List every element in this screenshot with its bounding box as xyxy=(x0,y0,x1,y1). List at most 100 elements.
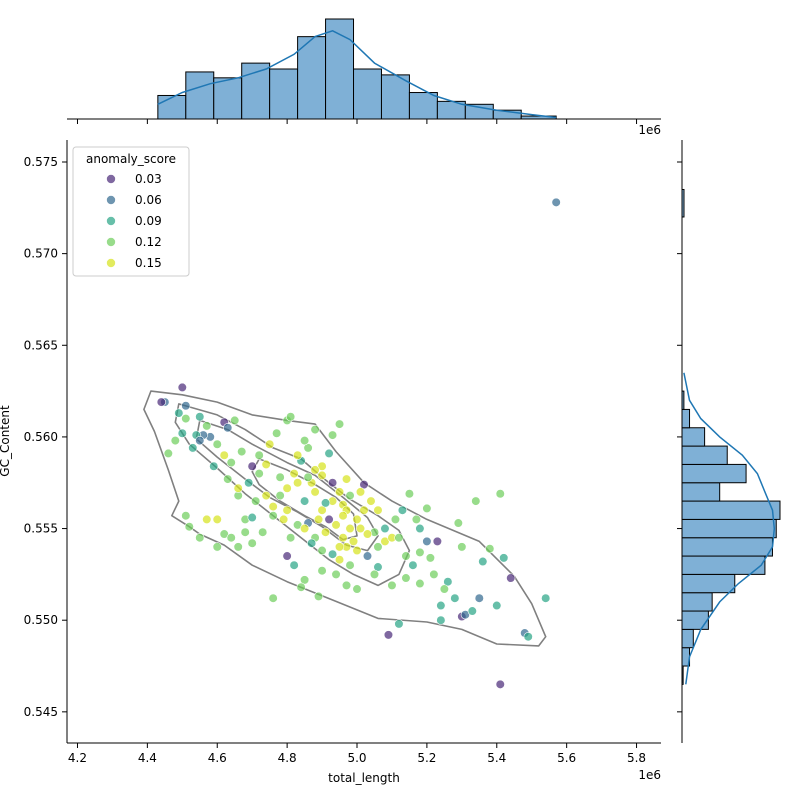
scatter-point xyxy=(202,514,212,524)
scatter-point xyxy=(495,679,505,689)
scatter-point xyxy=(443,577,453,587)
scatter-point xyxy=(334,487,345,497)
legend-label: 0.03 xyxy=(135,172,162,186)
scatter-point xyxy=(286,533,296,543)
scatter-point xyxy=(268,593,278,603)
y-axis-label: GC_Content xyxy=(0,405,12,477)
top-hist-bar xyxy=(380,74,410,120)
scatter-point xyxy=(177,428,187,438)
scatter-point xyxy=(422,503,432,513)
legend-marker xyxy=(106,258,116,268)
scatter-point xyxy=(306,538,317,548)
scatter-point xyxy=(233,483,243,493)
scatter-point xyxy=(230,415,240,426)
scatter-points xyxy=(156,197,561,689)
kde-contour-line xyxy=(195,419,379,552)
scatter-point xyxy=(320,498,331,508)
right-hist-bar xyxy=(681,408,691,429)
scatter-point xyxy=(345,560,355,570)
scatter-point xyxy=(184,522,194,532)
y-axis-ticks: 0.545 0.550 0.555 0.560 0.565 0.570 0.575 xyxy=(24,155,67,719)
scatter-point xyxy=(247,461,257,471)
scatter-point xyxy=(237,446,247,457)
scatter-point xyxy=(317,566,327,576)
scatter-point xyxy=(401,573,411,583)
scatter-point xyxy=(170,435,180,446)
legend-label: 0.09 xyxy=(135,214,162,228)
legend-entries: 0.03 0.06 0.09 0.12 0.15 xyxy=(106,172,162,270)
scatter-point xyxy=(334,419,345,429)
scatter-point xyxy=(226,457,236,468)
scatter-point xyxy=(366,496,376,506)
scatter-point xyxy=(338,511,348,521)
top-marginal-ticks xyxy=(76,119,638,124)
scatter-point xyxy=(359,479,369,490)
scatter-point xyxy=(300,435,310,446)
scatter-point xyxy=(212,439,222,449)
scatter-point xyxy=(268,511,278,521)
scatter-point xyxy=(275,490,285,501)
scatter-point xyxy=(300,575,310,585)
scatter-point xyxy=(296,582,306,592)
scatter-point xyxy=(415,578,425,589)
top-hist-bar xyxy=(241,62,271,120)
scatter-point xyxy=(467,606,477,616)
scatter-point xyxy=(282,483,292,493)
scatter-point xyxy=(352,514,362,524)
scatter-point xyxy=(380,523,390,534)
scatter-point xyxy=(390,514,401,524)
right-hist-bar xyxy=(681,592,713,612)
scatter-point xyxy=(254,450,264,460)
scatter-point xyxy=(247,512,257,523)
scatter-point xyxy=(268,501,278,512)
x-axis-label: total_length xyxy=(328,771,400,785)
scatter-point xyxy=(313,514,324,524)
scatter-point xyxy=(436,615,446,625)
scatter-point xyxy=(226,533,236,543)
legend-label: 0.15 xyxy=(135,256,162,270)
x-axis-ticks: 4.2 4.4 4.6 4.8 5.0 5.2 5.4 5.6 5.8 xyxy=(68,743,646,765)
right-kde-line xyxy=(683,372,776,685)
y-tick-label: 0.555 xyxy=(24,522,58,536)
scatter-point xyxy=(415,523,425,534)
scatter-point xyxy=(188,443,198,453)
scatter-point xyxy=(331,569,341,579)
right-hist-bar xyxy=(681,445,728,465)
scatter-point xyxy=(362,551,373,561)
scatter-point xyxy=(478,556,488,567)
x-tick-label: 5.2 xyxy=(417,751,436,765)
top-hist-bar xyxy=(185,71,215,120)
scatter-point xyxy=(425,553,435,563)
scatter-point xyxy=(310,487,320,497)
scatter-point xyxy=(499,553,509,563)
top-hist-bar xyxy=(297,36,327,120)
right-hist-bar xyxy=(681,628,694,649)
scatter-point xyxy=(324,514,334,524)
scatter-point xyxy=(303,443,313,453)
scatter-point xyxy=(341,580,352,590)
scatter-point xyxy=(202,421,212,431)
scatter-point xyxy=(240,527,250,537)
scatter-point xyxy=(181,401,191,411)
scatter-point xyxy=(233,542,243,552)
right-marginal-histogram xyxy=(681,188,781,685)
scatter-point xyxy=(181,413,191,424)
legend-label: 0.12 xyxy=(135,235,162,249)
scatter-point xyxy=(394,619,404,629)
scatter-point xyxy=(272,428,282,438)
scatter-point xyxy=(523,632,533,642)
scatter-point xyxy=(163,448,173,459)
scatter-point xyxy=(495,489,505,499)
scatter-point xyxy=(156,397,166,407)
scatter-point xyxy=(177,382,187,393)
x-tick-label: 4.2 xyxy=(68,751,87,765)
right-hist-bar xyxy=(681,427,706,447)
scatter-point xyxy=(324,448,334,459)
scatter-point xyxy=(195,412,205,422)
scatter-point xyxy=(432,536,442,546)
right-marginal-ticks xyxy=(677,161,682,713)
scatter-point xyxy=(355,523,366,534)
